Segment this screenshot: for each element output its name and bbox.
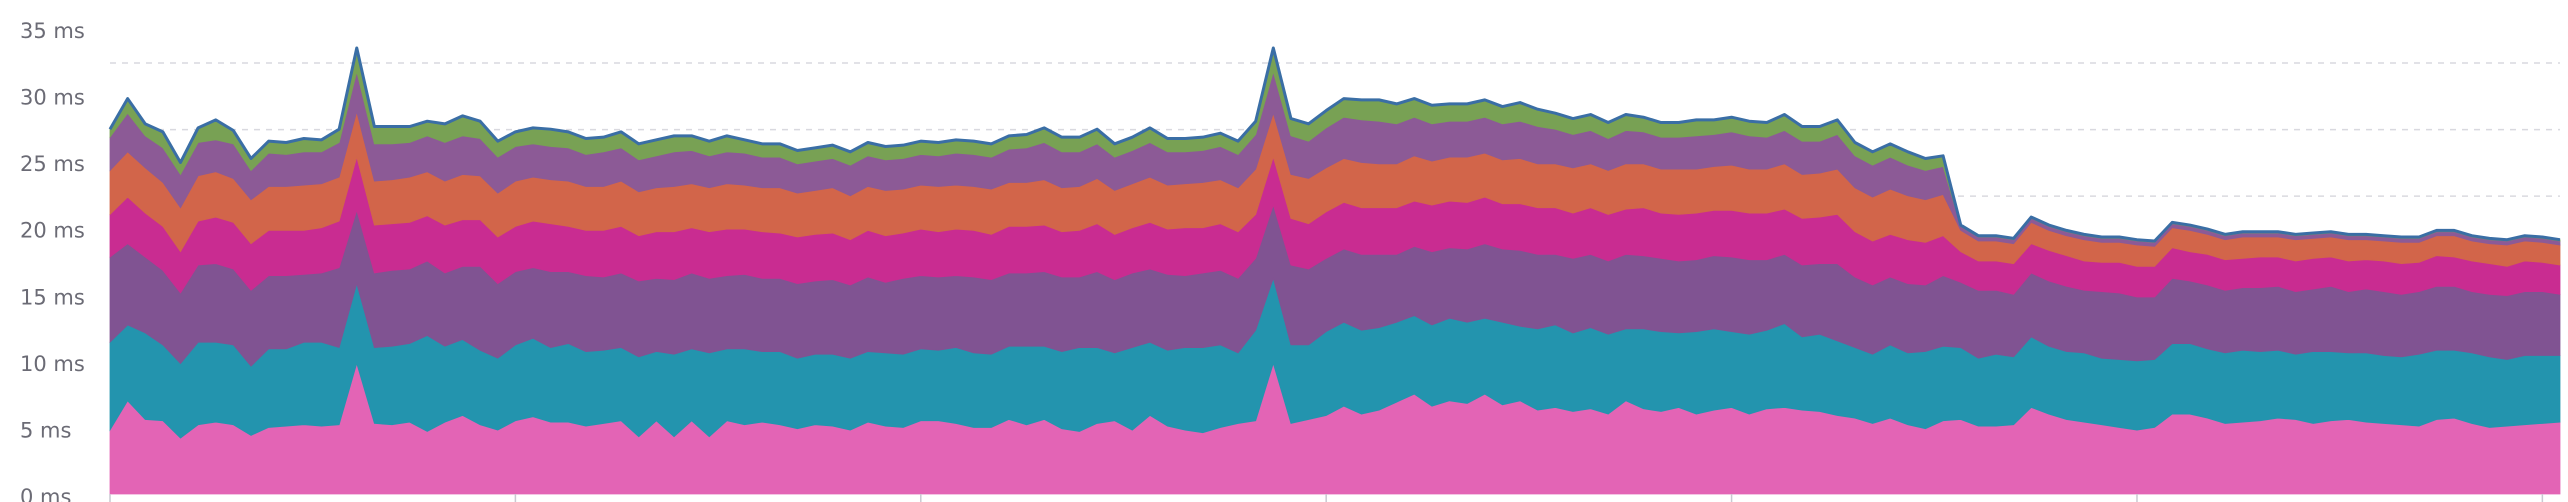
y-tick-label: 10 ms — [20, 352, 85, 376]
total-outline-layer — [108, 46, 2561, 243]
area-series-layer — [109, 47, 2561, 495]
y-axis: 0 ms 5 ms 10 ms 15 ms 20 ms 25 ms 30 ms 35 ms — [20, 19, 85, 502]
x-axis-ticks — [109, 494, 2544, 502]
y-tick-label: 30 ms — [20, 86, 85, 110]
y-tick-label: 20 ms — [20, 219, 85, 243]
y-tick-label: 5 ms — [20, 418, 71, 442]
y-tick-label: 35 ms — [20, 19, 85, 43]
total-outline — [108, 46, 2561, 243]
y-tick-label: 25 ms — [20, 152, 85, 176]
y-tick-label: 15 ms — [20, 285, 85, 309]
y-tick-label: 0 ms — [20, 485, 71, 502]
